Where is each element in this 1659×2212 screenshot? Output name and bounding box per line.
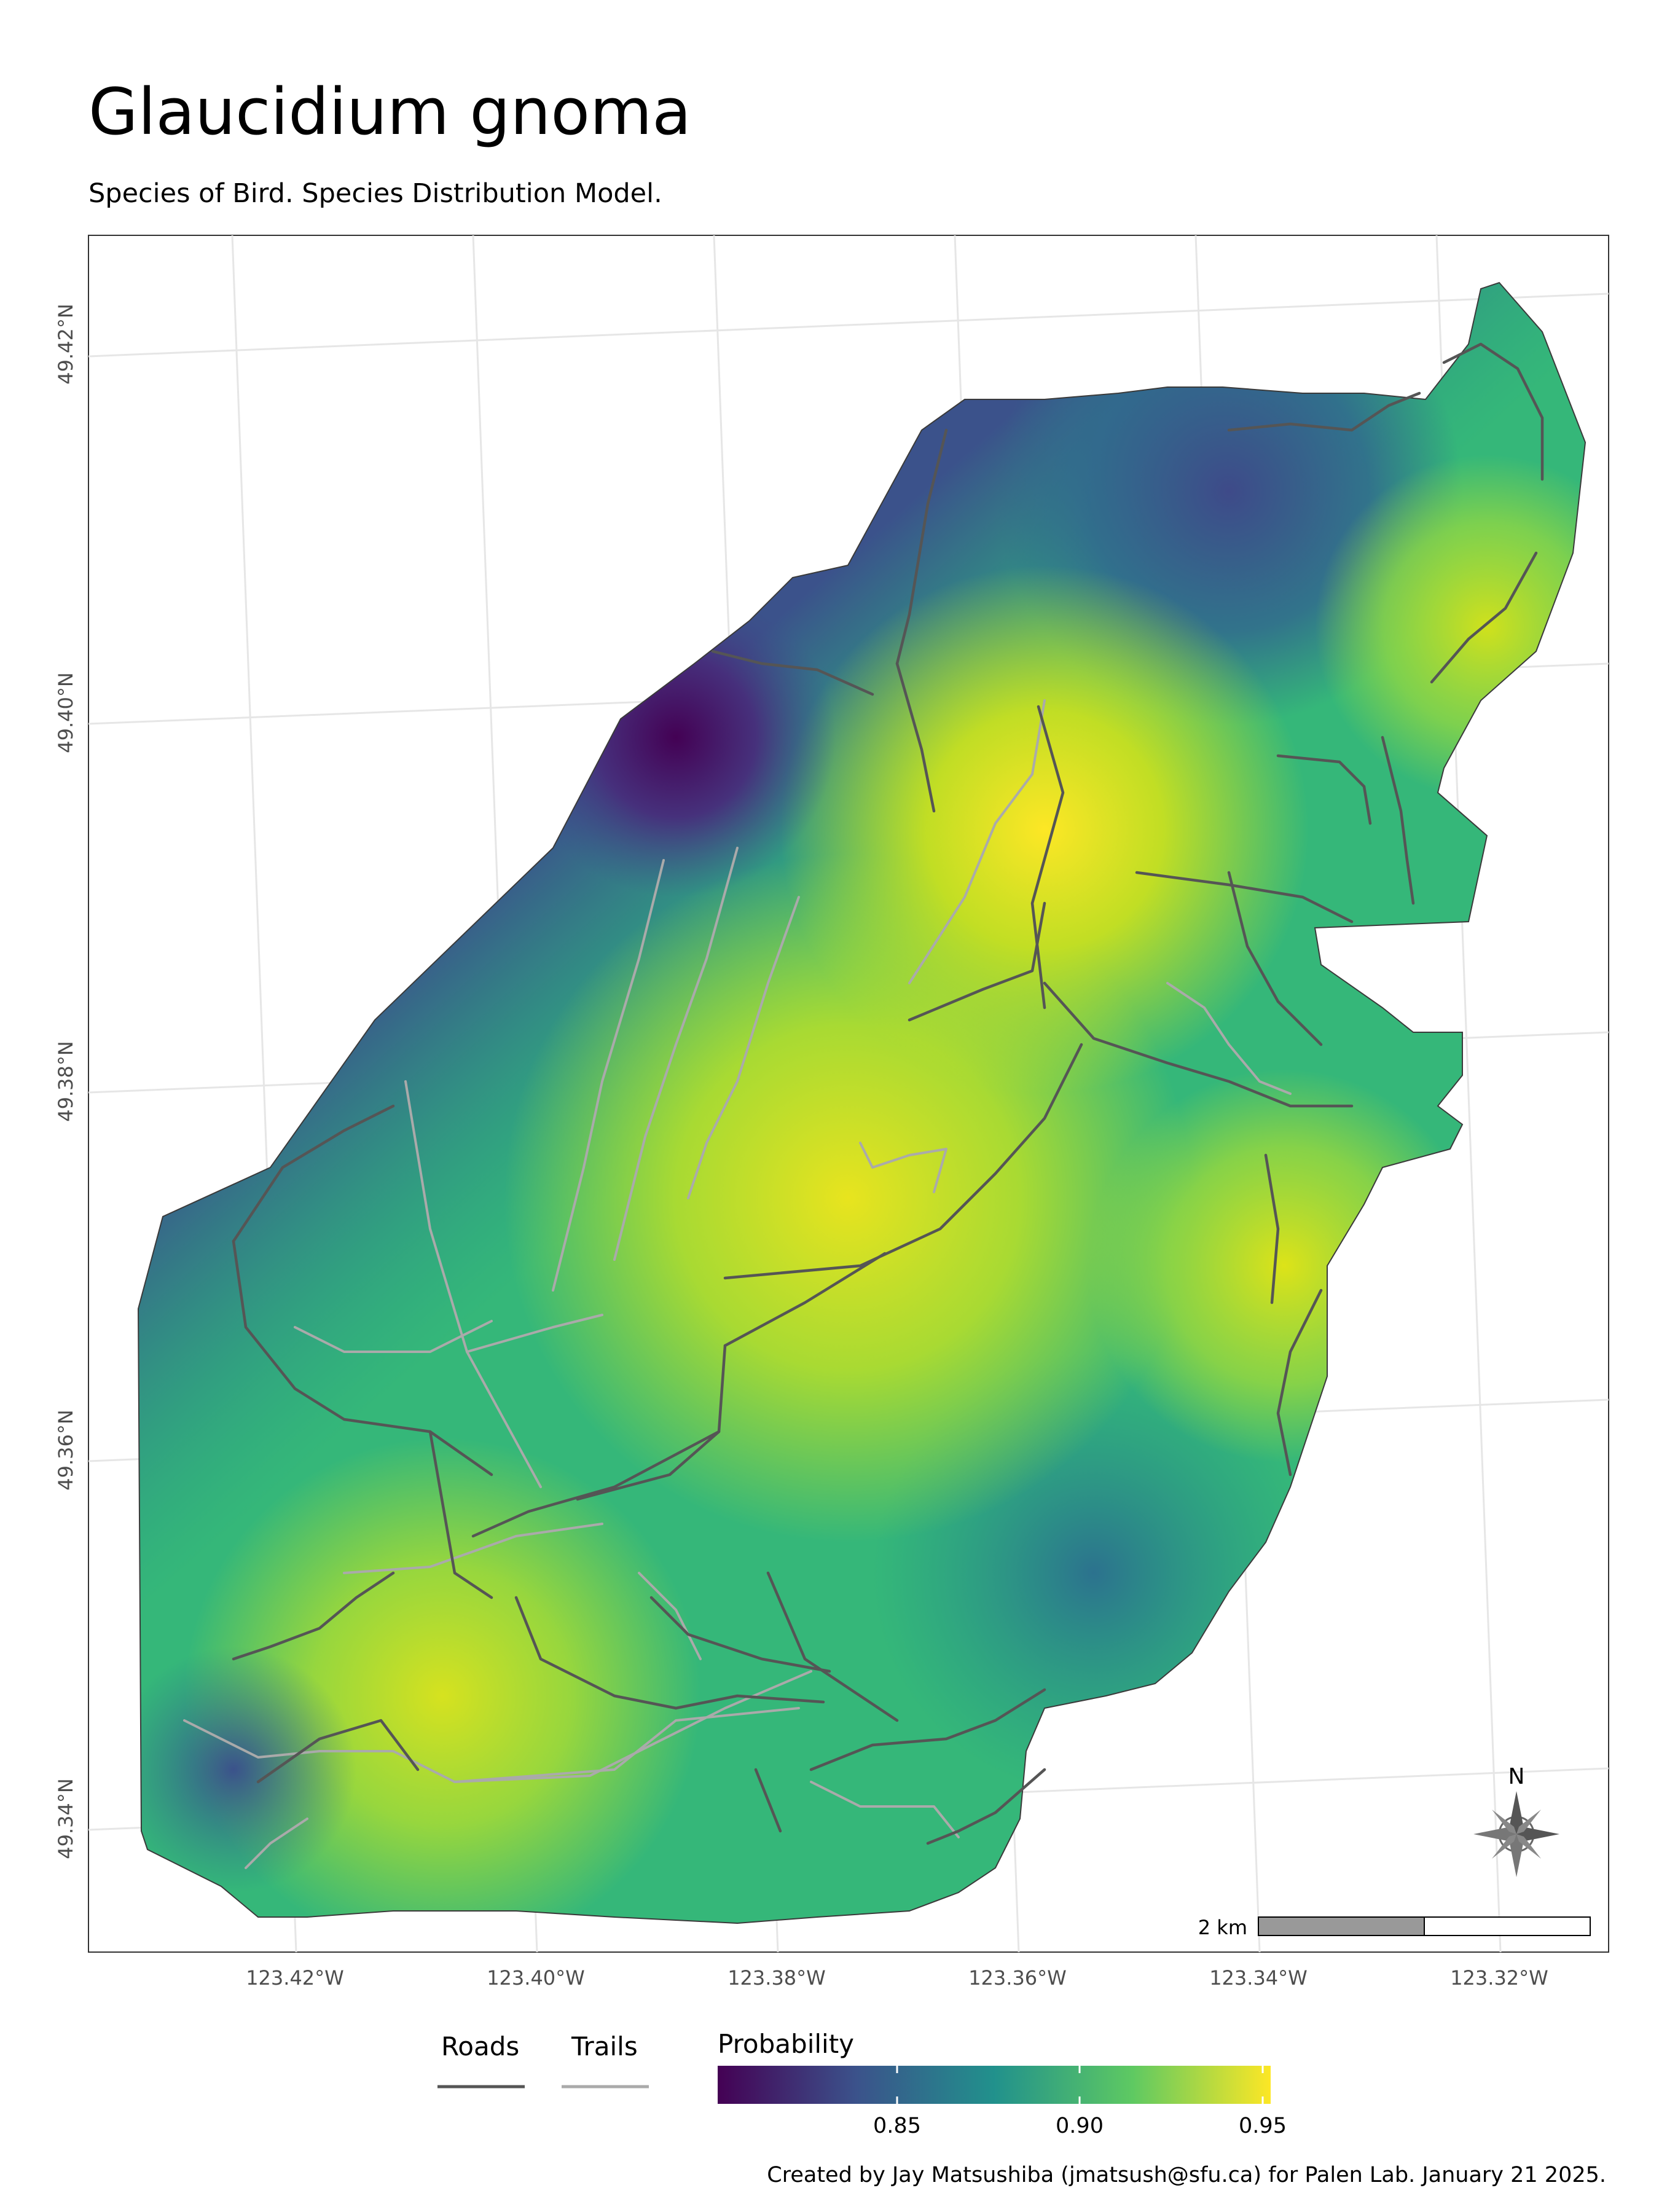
- trails-layer: [183, 699, 1292, 1869]
- lon-label: 123.38°W: [728, 1966, 826, 1990]
- north-arrow-label: N: [1508, 1764, 1525, 1789]
- trails-legend-label: Trails: [571, 2031, 638, 2061]
- lat-label: 49.40°N: [54, 672, 77, 753]
- scale-bar: 2 km: [1198, 1916, 1591, 1939]
- lat-label: 49.42°N: [54, 304, 77, 385]
- probability-legend-title: Probability: [718, 2029, 855, 2059]
- lat-label: 49.36°N: [54, 1410, 77, 1491]
- credit-line: Created by Jay Matsushiba (jmatsush@sfu.…: [767, 2163, 1606, 2187]
- coastline: [137, 281, 1586, 1924]
- lon-label: 123.42°W: [246, 1966, 344, 1990]
- scale-bar-label: 2 km: [1198, 1916, 1247, 1939]
- lon-label: 123.36°W: [968, 1966, 1067, 1990]
- lon-label: 123.32°W: [1450, 1966, 1548, 1990]
- colorbar-tick-label: 0.95: [1239, 2114, 1287, 2138]
- probability-colorbar: [718, 2066, 1271, 2104]
- north-arrow-icon: N: [1473, 1764, 1559, 1877]
- roads-legend-label: Roads: [441, 2031, 520, 2061]
- lat-label: 49.38°N: [54, 1041, 77, 1122]
- map-subtitle: Species of Bird. Species Distribution Mo…: [88, 178, 662, 209]
- lat-label: 49.34°N: [54, 1778, 77, 1859]
- colorbar-tick-label: 0.90: [1056, 2114, 1104, 2138]
- lon-label: 123.40°W: [487, 1966, 585, 1990]
- colorbar-tick-label: 0.85: [873, 2114, 921, 2138]
- lon-label: 123.34°W: [1209, 1966, 1308, 1990]
- colorbar-ticks: [896, 2066, 1264, 2104]
- roads-layer: [232, 342, 1544, 1845]
- map-title: Glaucidium gnoma: [88, 74, 691, 149]
